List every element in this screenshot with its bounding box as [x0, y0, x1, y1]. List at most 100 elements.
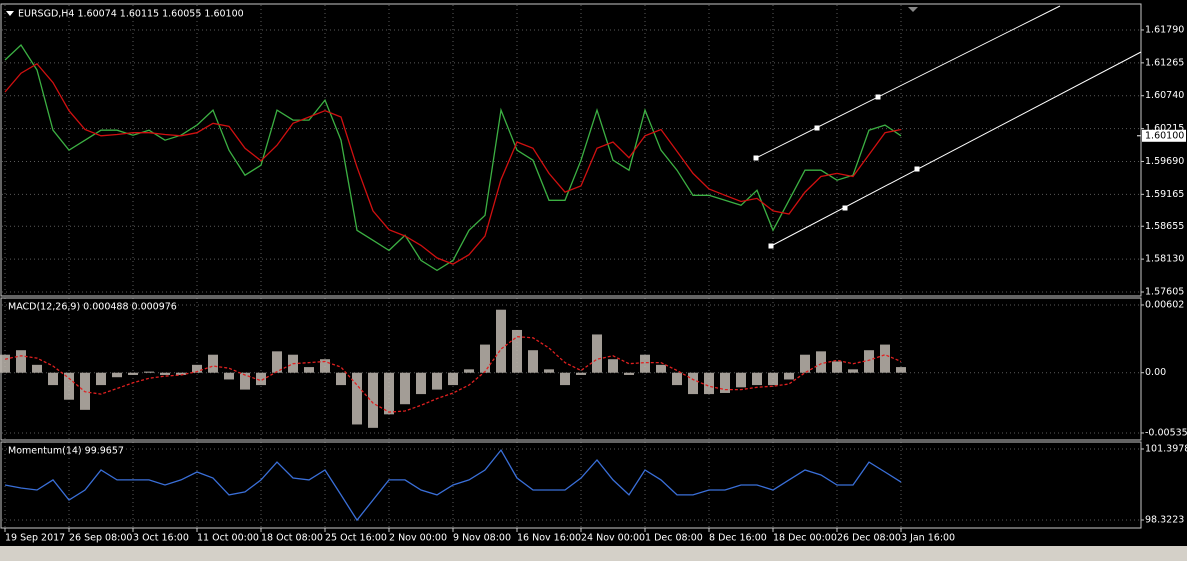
channel-handle[interactable]: [875, 94, 881, 100]
histogram-bar: [880, 344, 890, 373]
channel-handle[interactable]: [814, 125, 820, 131]
histogram-bar: [608, 359, 618, 373]
channel-lower: [770, 51, 1142, 247]
histogram-bar: [176, 372, 186, 375]
histogram-bar: [624, 372, 634, 375]
label-layer: 1.61790 1.61265 1.60740 1.60215 1.59690 1.591…: [4, 24, 1187, 544]
histogram-bar: [224, 372, 234, 380]
histogram-bar: [144, 371, 154, 373]
histogram-bar: [448, 372, 458, 386]
histogram-bar: [128, 372, 138, 375]
histogram-bar: [848, 369, 858, 373]
histogram-bar: [832, 361, 842, 373]
channel-handle[interactable]: [753, 155, 759, 161]
x-tick-label: 11 Oct 00:00: [197, 533, 259, 544]
histogram-bar: [464, 369, 474, 373]
histogram-bar: [592, 334, 602, 373]
histogram-bar: [688, 372, 698, 395]
momentum-title: Momentum(14) 99.9657: [8, 446, 124, 457]
histogram-bar: [512, 329, 522, 373]
x-tick-label: 26 Dec 08:00: [837, 533, 901, 544]
histogram-bar: [544, 369, 554, 373]
histogram-bar: [800, 354, 810, 373]
histogram-bar: [704, 372, 714, 395]
y-tick-label: 1.58130: [1145, 254, 1184, 265]
channel-handle[interactable]: [914, 166, 920, 172]
histogram-bar: [432, 372, 442, 390]
x-tick-label: 18 Oct 08:00: [261, 533, 323, 544]
histogram-bar: [528, 350, 538, 373]
y-tick-label: 101.3978: [1145, 444, 1187, 455]
histogram-bar: [192, 364, 202, 373]
y-tick-label: 1.61265: [1145, 57, 1184, 68]
x-tick-label: 9 Nov 08:00: [453, 533, 511, 544]
price-panel-frame: [0, 3, 1142, 297]
histogram-bar: [48, 372, 58, 386]
histogram-bar: [656, 364, 666, 373]
series-line: [4, 448, 902, 522]
x-tick-label: 24 Nov 00:00: [581, 533, 645, 544]
histogram-bar: [480, 344, 490, 373]
tab-bar: [0, 546, 1187, 561]
y-tick-label: 98.3223: [1145, 515, 1184, 526]
series-line: [4, 62, 902, 265]
mark-layer: [0, 43, 1141, 522]
y-tick-label: 1.57605: [1145, 286, 1184, 297]
histogram-bar: [240, 372, 250, 390]
histogram-bar: [96, 372, 106, 386]
histogram-bar: [640, 354, 650, 373]
last-price-label: 1.60100: [1145, 130, 1184, 141]
collapse-arrow[interactable]: [6, 11, 14, 16]
last-price-box: [1142, 129, 1186, 142]
histogram-bar: [368, 372, 378, 428]
y-tick-label: 0.00602: [1145, 299, 1184, 310]
histogram-bar: [16, 350, 26, 373]
histogram-bar: [208, 354, 218, 373]
x-tick-label: 2 Nov 00:00: [389, 533, 447, 544]
channel-handle[interactable]: [842, 205, 848, 211]
histogram-bar: [304, 367, 314, 373]
histogram-bar: [736, 372, 746, 388]
channel-upper: [755, 5, 1061, 159]
histogram-bar: [384, 372, 394, 415]
x-tick-label: 16 Nov 16:00: [517, 533, 581, 544]
y-tick-label: 1.59690: [1145, 156, 1184, 167]
y-tick-label: 1.58655: [1145, 221, 1184, 232]
histogram-bar: [896, 367, 906, 373]
x-tick-label: 26 Sep 08:00: [69, 533, 132, 544]
shift-marker[interactable]: [908, 7, 918, 12]
histogram-bar: [576, 372, 586, 375]
x-tick-label: 25 Oct 16:00: [325, 533, 387, 544]
histogram-bar: [560, 372, 570, 386]
y-tick-label: 1.60740: [1145, 90, 1184, 101]
histogram-bar: [672, 372, 682, 386]
histogram-bar: [0, 354, 10, 373]
x-tick-label: 3 Oct 16:00: [133, 533, 189, 544]
x-tick-label: 3 Jan 16:00: [901, 533, 955, 544]
y-tick-label: 1.61790: [1145, 24, 1184, 35]
histogram-bar: [320, 359, 330, 373]
y-tick-label: -0.005354: [1145, 427, 1187, 438]
histogram-bar: [864, 350, 874, 373]
histogram-bar: [32, 364, 42, 373]
x-tick-label: 1 Dec 08:00: [645, 533, 703, 544]
chart-title: EURSGD,H4 1.60074 1.60115 1.60055 1.6010…: [18, 9, 244, 20]
histogram-bar: [160, 372, 170, 375]
histogram-bar: [720, 372, 730, 393]
histogram-bar: [496, 309, 506, 373]
histogram-bar: [64, 372, 74, 400]
histogram-bar: [416, 372, 426, 395]
y-tick-label: 0.00: [1145, 367, 1166, 378]
histogram-bar: [256, 372, 266, 386]
histogram-bar: [784, 372, 794, 380]
x-tick-label: 19 Sep 2017: [5, 533, 65, 544]
histogram-bar: [400, 372, 410, 405]
channel: [753, 5, 1142, 249]
channel-handle[interactable]: [768, 243, 774, 249]
histogram-bar: [352, 372, 362, 425]
histogram-bar: [272, 351, 282, 373]
histogram-bar: [336, 372, 346, 386]
